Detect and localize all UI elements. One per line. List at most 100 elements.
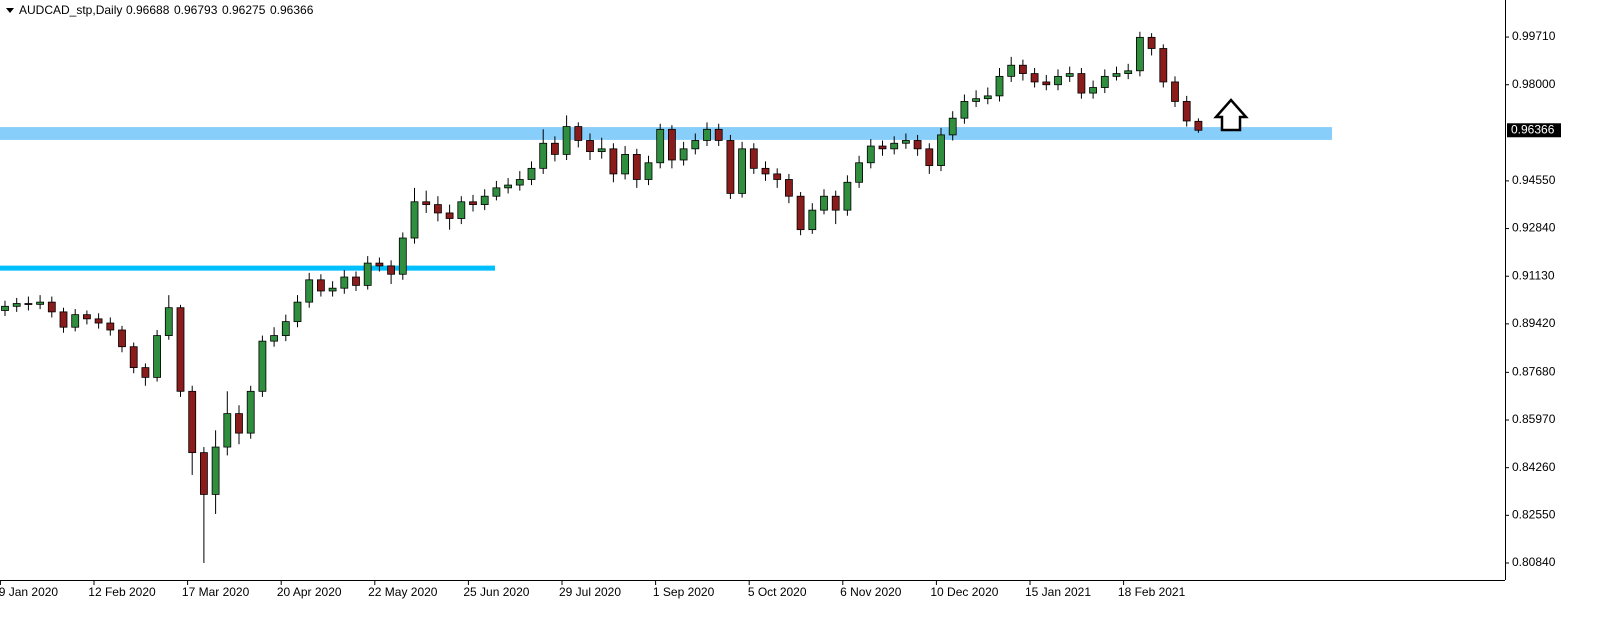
candle-body <box>457 201 466 219</box>
candle-body <box>1077 73 1086 94</box>
candle-body <box>574 126 583 141</box>
y-tick-label: 0.94550 <box>1512 173 1556 187</box>
x-tick-label: 20 Apr 2020 <box>277 585 342 599</box>
candle-body <box>679 148 688 161</box>
x-tick-label: 10 Dec 2020 <box>930 585 998 599</box>
candle-body <box>422 201 431 205</box>
candle-body <box>913 140 922 150</box>
candle-body <box>515 179 524 186</box>
candle-body <box>387 265 396 275</box>
candle-body <box>925 148 934 166</box>
candle-body <box>1147 36 1156 49</box>
candle-body <box>293 301 302 323</box>
candle-body <box>445 212 454 219</box>
x-tick-label: 6 Nov 2020 <box>840 585 902 599</box>
candle-body <box>398 237 407 275</box>
candle-body <box>983 95 992 100</box>
header-low: 0.96275 <box>222 3 266 17</box>
candle-body <box>843 181 852 211</box>
y-tick-label: 0.84260 <box>1512 460 1556 474</box>
x-tick-label: 5 Oct 2020 <box>748 585 807 599</box>
candle-body <box>153 335 162 378</box>
candle-body <box>1182 101 1191 122</box>
candle-body <box>902 140 910 144</box>
current-price-box <box>1507 123 1561 138</box>
candle-body <box>71 314 80 328</box>
candle-body <box>433 204 442 214</box>
candle-body <box>691 140 700 150</box>
candle-body <box>773 173 782 180</box>
candle-body <box>749 148 758 169</box>
candle-body <box>141 367 150 378</box>
x-tick-label: 22 May 2020 <box>368 585 438 599</box>
candle-body <box>1194 120 1203 131</box>
plot-area <box>0 31 1332 563</box>
x-tick-label: 29 Jul 2020 <box>559 585 621 599</box>
candle-body <box>586 140 594 153</box>
candle-body <box>1042 81 1051 86</box>
candle-body <box>972 98 980 102</box>
candle-body <box>820 195 828 211</box>
candle-body <box>995 75 1004 97</box>
candle-body <box>597 148 606 153</box>
candle-body <box>551 142 559 155</box>
candle-body <box>527 167 536 180</box>
candle-body <box>1124 70 1133 74</box>
candle-body <box>621 154 629 175</box>
candle-body <box>469 201 477 205</box>
candle-body <box>106 322 115 331</box>
y-tick-label: 0.98000 <box>1512 77 1556 91</box>
candle-body <box>1030 73 1039 83</box>
y-tick-label: 0.82550 <box>1512 508 1556 522</box>
candle-body <box>504 184 513 189</box>
candle-body <box>352 276 360 286</box>
candle-body <box>703 128 711 141</box>
candle-body <box>328 287 337 292</box>
candle-body <box>188 390 197 454</box>
candle-body <box>363 262 372 286</box>
candle-body <box>492 187 501 197</box>
candle-body <box>129 346 138 369</box>
candle-body <box>878 145 887 150</box>
level-zone <box>0 127 1332 140</box>
candle-body <box>1065 73 1074 77</box>
candle-body <box>246 390 255 434</box>
candle-body <box>410 201 419 239</box>
candle-body <box>281 321 290 336</box>
candle-body <box>235 413 243 434</box>
candle-body <box>761 167 770 175</box>
y-tick-label: 0.89420 <box>1512 316 1556 330</box>
candle-body <box>316 279 325 292</box>
candle-body <box>937 134 945 166</box>
y-tick-label: 0.92840 <box>1512 221 1556 235</box>
candle-body <box>118 329 126 348</box>
candle-body <box>36 301 44 305</box>
candle-body <box>1089 87 1097 94</box>
x-tick-label: 9 Jan 2020 <box>0 585 58 599</box>
candle-body <box>1171 81 1179 102</box>
candle-body <box>796 195 805 231</box>
candle-body <box>164 307 173 336</box>
candle-body <box>94 318 103 324</box>
candle-body <box>644 162 653 180</box>
candle-body <box>1019 64 1027 74</box>
candle-body <box>305 279 314 303</box>
y-tick-label: 0.80840 <box>1512 555 1556 569</box>
level-zone <box>0 265 495 271</box>
candle-body <box>258 340 267 392</box>
candle-body <box>223 413 232 448</box>
candle-body <box>855 162 863 183</box>
candle-body <box>83 314 91 320</box>
header-open: 0.96688 <box>126 3 170 17</box>
candle-body <box>1100 75 1109 88</box>
y-tick-label: 0.91130 <box>1512 268 1555 282</box>
y-tick-label: 0.85970 <box>1512 412 1556 426</box>
y-tick-label: 0.87680 <box>1512 365 1556 379</box>
candle-body <box>726 140 735 194</box>
candle-body <box>270 335 279 342</box>
candle-body <box>1007 64 1016 77</box>
candle-body <box>176 307 185 392</box>
candle-body <box>714 128 723 141</box>
